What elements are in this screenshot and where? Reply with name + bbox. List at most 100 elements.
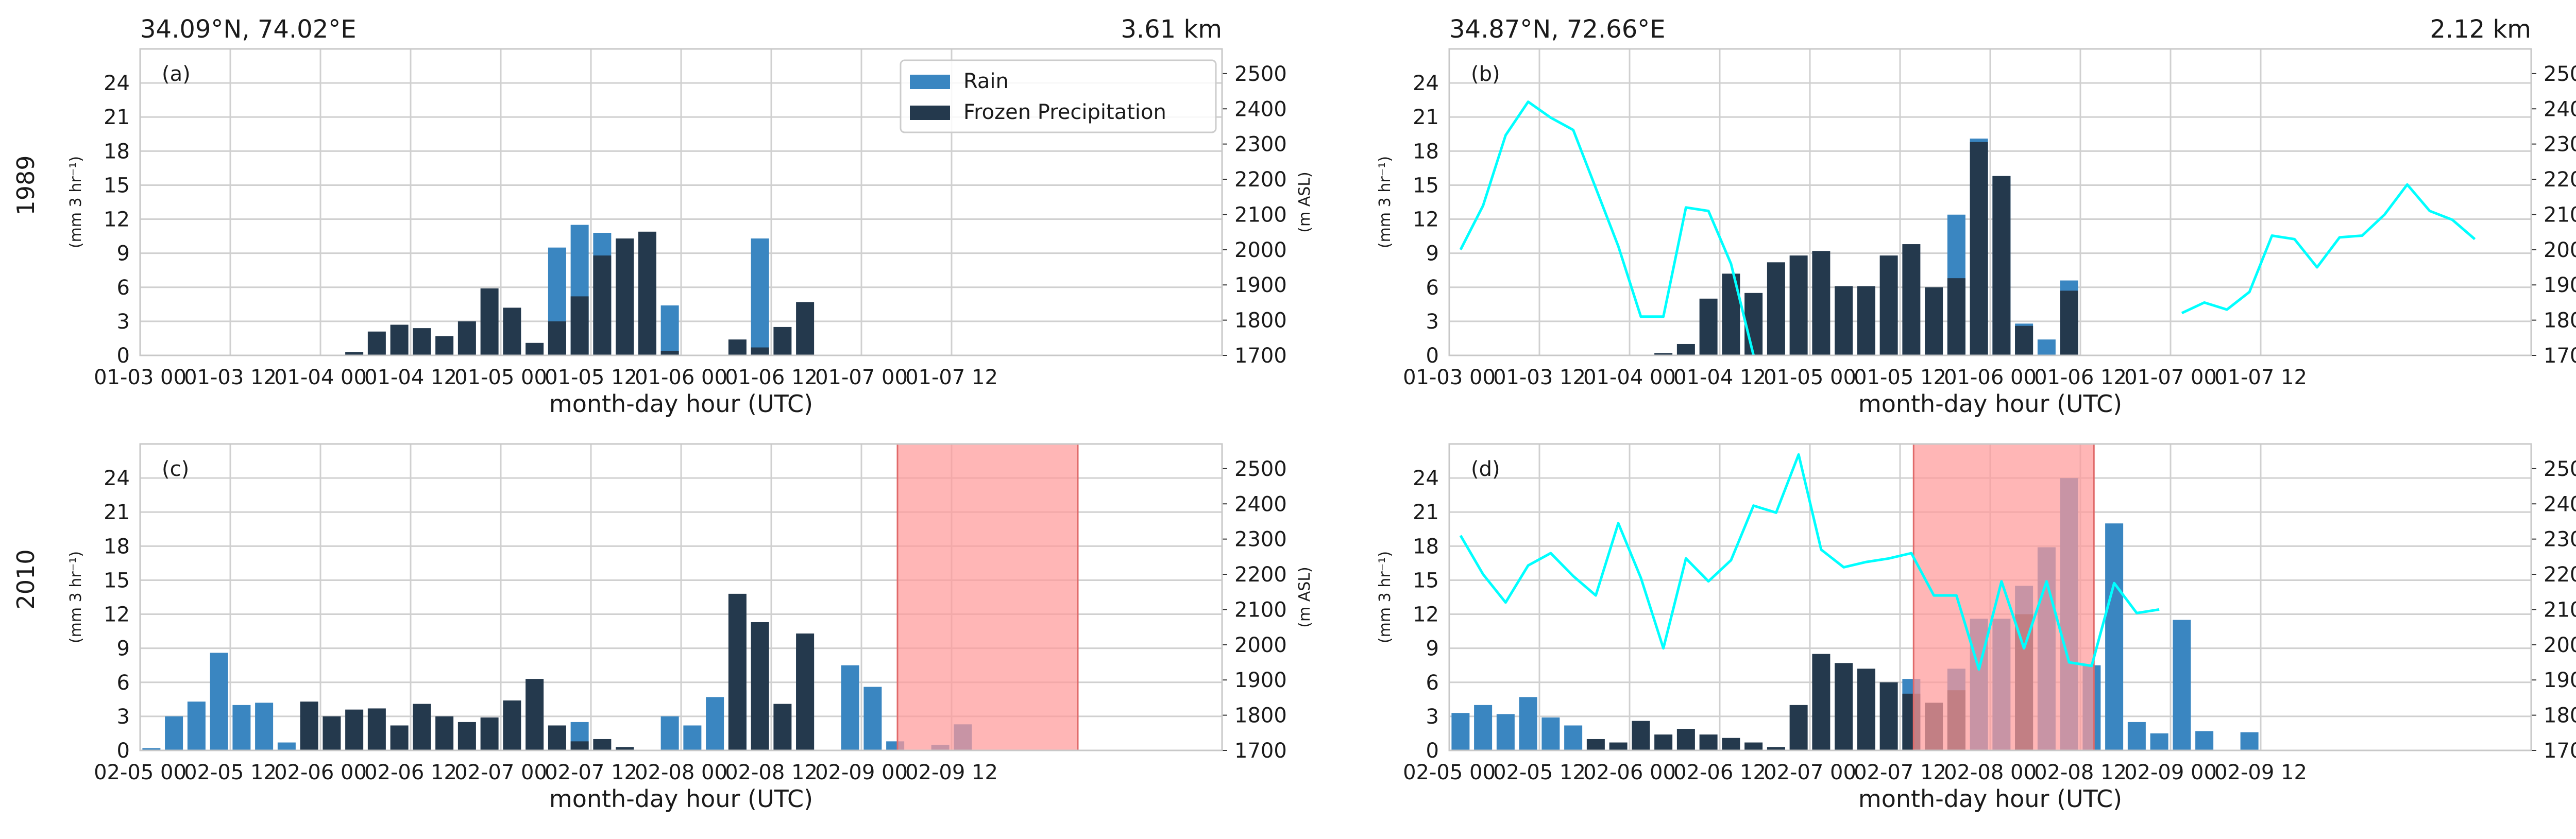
rain-bar — [2150, 733, 2168, 750]
frozen-bar — [1654, 734, 1673, 750]
rain-bar — [1519, 697, 1537, 750]
rain-bar — [210, 653, 228, 750]
y-tick-label: 21 — [104, 501, 130, 524]
rain-bar — [2037, 339, 2056, 355]
frozen-bar — [570, 296, 589, 355]
y-tick-label: 0 — [117, 739, 130, 763]
rain-bar — [1474, 705, 1493, 750]
y2-tick-label: 1700 — [2544, 344, 2576, 368]
y2-tick-label: 2200 — [1234, 563, 1287, 587]
y-tick-label: 15 — [104, 569, 130, 592]
y-tick-label: 0 — [1426, 739, 1439, 763]
x-tick-label: 02-05 00 — [94, 761, 187, 784]
frozen-bar — [1699, 734, 1718, 750]
rain-bar — [751, 238, 769, 355]
legend-swatch-frozen — [910, 106, 950, 120]
x-tick-label: 01-03 00 — [1403, 366, 1496, 389]
x-tick-label: 02-08 12 — [2034, 761, 2127, 784]
frozen-bar — [526, 343, 544, 355]
y2-tick-label: 2400 — [1234, 97, 1287, 121]
frozen-bar — [390, 324, 409, 355]
frozen-bar — [435, 336, 454, 355]
highlight-span — [896, 443, 1079, 751]
y-tick-label: 24 — [104, 72, 130, 95]
y2-tick-label: 2100 — [1234, 598, 1287, 622]
y-tick-label: 24 — [1413, 72, 1439, 95]
frozen-bar — [1947, 278, 1965, 355]
panel-label: (a) — [162, 62, 191, 86]
y-tick-label: 6 — [117, 276, 130, 300]
frozen-bar — [773, 327, 792, 355]
y-tick-label: 9 — [117, 242, 130, 266]
plot-frame — [139, 48, 1223, 356]
y-axis-label: (mm 3 hr⁻¹) — [1376, 156, 1394, 248]
frozen-bar — [1676, 729, 1695, 750]
location-header: 34.09°N, 74.02°E — [140, 15, 357, 44]
x-tick-label: 01-07 00 — [815, 366, 908, 389]
y2-tick-label: 2500 — [2544, 62, 2576, 86]
rain-bar — [187, 701, 206, 750]
x-tick-label: 02-09 12 — [905, 761, 998, 784]
panel-b: 0 3 6 9 12 15 18 21 24 1700 1800 1900 2000 2100 2200 23… — [1376, 15, 2576, 418]
frozen-bar — [616, 238, 634, 355]
y2-axis-label: (m ASL) — [1296, 172, 1314, 232]
y-tick-label: 12 — [1413, 603, 1439, 627]
frozen-bar — [345, 709, 364, 750]
y2-tick-label: 2300 — [1234, 528, 1287, 552]
y-tick-label: 18 — [104, 140, 130, 163]
x-tick-label: 02-08 00 — [1944, 761, 2037, 784]
x-tick-label: 02-05 12 — [1493, 761, 1586, 784]
frozen-bar — [751, 622, 769, 750]
frozen-bar — [457, 321, 476, 355]
frozen-bar — [323, 716, 341, 750]
frozen-bar — [413, 328, 431, 355]
y-tick-label: 3 — [1426, 705, 1439, 729]
plot-frame — [1448, 443, 2532, 751]
elevation-line — [1459, 453, 2160, 671]
y2-tick-label: 2400 — [2544, 97, 2576, 121]
frozen-bar — [1789, 255, 1808, 355]
y2-tick-label: 1800 — [2544, 704, 2576, 728]
x-tick-label: 01-06 12 — [2034, 366, 2127, 389]
frozen-bar — [796, 633, 815, 750]
panel-label: (d) — [1471, 457, 1500, 481]
x-axis-label: month-day hour (UTC) — [549, 390, 813, 418]
y-tick-label: 6 — [117, 671, 130, 695]
rain-bar — [706, 697, 724, 750]
y2-tick-label: 1700 — [1234, 739, 1287, 763]
y-tick-label: 6 — [1426, 276, 1439, 300]
x-axis-label: month-day hour (UTC) — [1858, 785, 2122, 813]
y-tick-label: 12 — [104, 208, 130, 232]
panel-a: 0 3 6 9 12 15 18 21 24 1700 1800 1900 2000 2100 2200 23… — [67, 15, 1314, 418]
x-tick-label: 01-07 00 — [2124, 366, 2217, 389]
x-tick-label: 02-07 12 — [545, 761, 637, 784]
y-tick-label: 3 — [1426, 310, 1439, 334]
frozen-bar — [638, 231, 656, 355]
x-tick-label: 01-04 00 — [274, 366, 367, 389]
y-tick-label: 18 — [104, 535, 130, 558]
y-tick-label: 6 — [1426, 671, 1439, 695]
y2-tick-label: 1800 — [1234, 309, 1287, 333]
panel-label: (b) — [1471, 62, 1500, 86]
x-axis-label: month-day hour (UTC) — [549, 785, 813, 813]
highlight-span — [1912, 443, 2095, 751]
y-tick-label: 3 — [117, 310, 130, 334]
frozen-bar — [548, 321, 566, 355]
frozen-bar — [728, 339, 747, 355]
y-tick-label: 21 — [104, 106, 130, 129]
y-tick-label: 0 — [117, 344, 130, 368]
x-tick-label: 01-05 00 — [454, 366, 547, 389]
rain-bar — [2195, 731, 2214, 750]
frozen-bar — [1609, 742, 1628, 750]
rain-bar — [2173, 620, 2191, 750]
rain-bar — [2127, 722, 2146, 750]
frozen-bar — [1789, 705, 1808, 750]
x-tick-label: 01-05 12 — [545, 366, 637, 389]
y2-tick-label: 1800 — [2544, 309, 2576, 333]
y-tick-label: 9 — [117, 637, 130, 661]
x-tick-label: 02-05 00 — [1403, 761, 1496, 784]
rain-bar — [1451, 713, 1470, 750]
frozen-bar — [1654, 353, 1673, 355]
y2-tick-label: 1800 — [1234, 704, 1287, 728]
